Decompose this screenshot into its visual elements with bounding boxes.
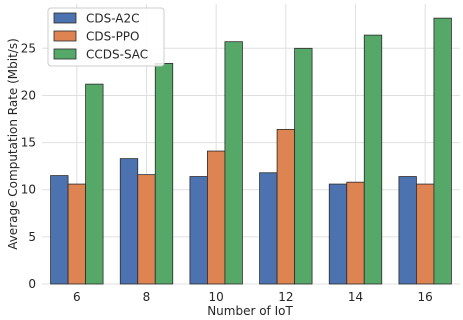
legend-swatch [53,12,77,24]
y-tick-label: 25 [21,41,36,55]
legend-box [47,7,165,67]
y-tick-label: 10 [21,183,36,197]
legend-label: CDS-A2C [86,12,140,26]
x-tick-label: 14 [348,290,363,304]
x-tick-label: 8 [143,290,151,304]
bars [50,17,452,285]
bar-cds-ppo-14 [346,181,365,285]
legend-label: CDS-PPO [86,30,139,44]
x-tick-label: 16 [418,290,433,304]
x-tick-label: 10 [209,290,224,304]
bar-ccds-sac-16 [433,17,452,285]
legend-swatch [53,48,77,60]
y-axis-ticks: 0 5 10 15 20 25 [21,41,36,291]
bar-cds-ppo-10 [207,150,226,285]
bar-cds-a2c-8 [119,158,139,285]
bar-cds-a2c-10 [189,176,208,285]
bar-cds-a2c-12 [259,172,278,285]
bar-cds-a2c-16 [398,176,417,285]
bar-cds-ppo-16 [416,183,435,285]
bar-ccds-sac-10 [224,41,243,285]
bar-cds-a2c-14 [328,183,348,285]
y-tick-label: 15 [21,136,36,150]
x-axis-ticks: 6 8 10 12 14 16 [73,290,433,304]
y-tick-label: 5 [28,230,36,244]
bar-cds-ppo-8 [137,174,156,285]
legend-label: CCDS-SAC [86,48,148,62]
bar-cds-ppo-12 [276,128,295,285]
bar-cds-ppo-6 [67,183,86,285]
x-axis-label: Number of IoT [207,304,293,318]
bar-ccds-sac-12 [294,47,313,285]
bar-ccds-sac-14 [363,34,383,285]
x-tick-label: 6 [73,290,81,304]
legend: CDS-A2C CDS-PPO CCDS-SAC [47,7,165,67]
legend-swatch [53,30,77,42]
y-axis-label: Average Computation Rate (Mbit/s) [6,38,20,250]
bar-ccds-sac-8 [154,62,174,285]
bar-ccds-sac-6 [85,83,104,285]
y-tick-label: 0 [28,277,36,291]
x-tick-label: 12 [278,290,293,304]
bar-cds-a2c-6 [50,175,69,285]
y-tick-label: 20 [21,88,36,102]
